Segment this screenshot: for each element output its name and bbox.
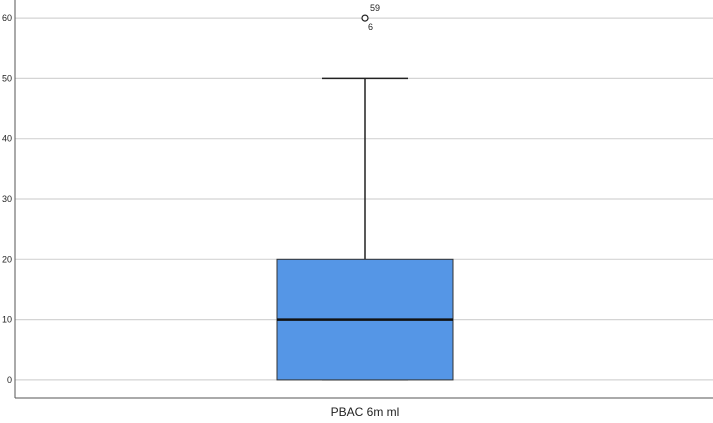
y-tick-label-60: 60 (2, 13, 12, 23)
y-tick-label-50: 50 (2, 73, 12, 83)
y-tick-labels: 0 10 20 30 40 50 60 (2, 13, 12, 385)
outlier-point-0 (361, 14, 369, 22)
y-tick-label-10: 10 (2, 315, 12, 325)
y-tick-label-20: 20 (2, 254, 12, 264)
y-tick-label-30: 30 (2, 194, 12, 204)
axes (14, 0, 713, 399)
outlier-label-59: 59 (370, 3, 380, 13)
y-tick-label-0: 0 (7, 375, 12, 385)
x-category-label: PBAC 6m ml (331, 405, 400, 419)
box-element (276, 77, 454, 381)
y-tick-label-40: 40 (2, 134, 12, 144)
outliers: 59 6 (361, 3, 380, 32)
outlier-label-6: 6 (368, 22, 373, 32)
